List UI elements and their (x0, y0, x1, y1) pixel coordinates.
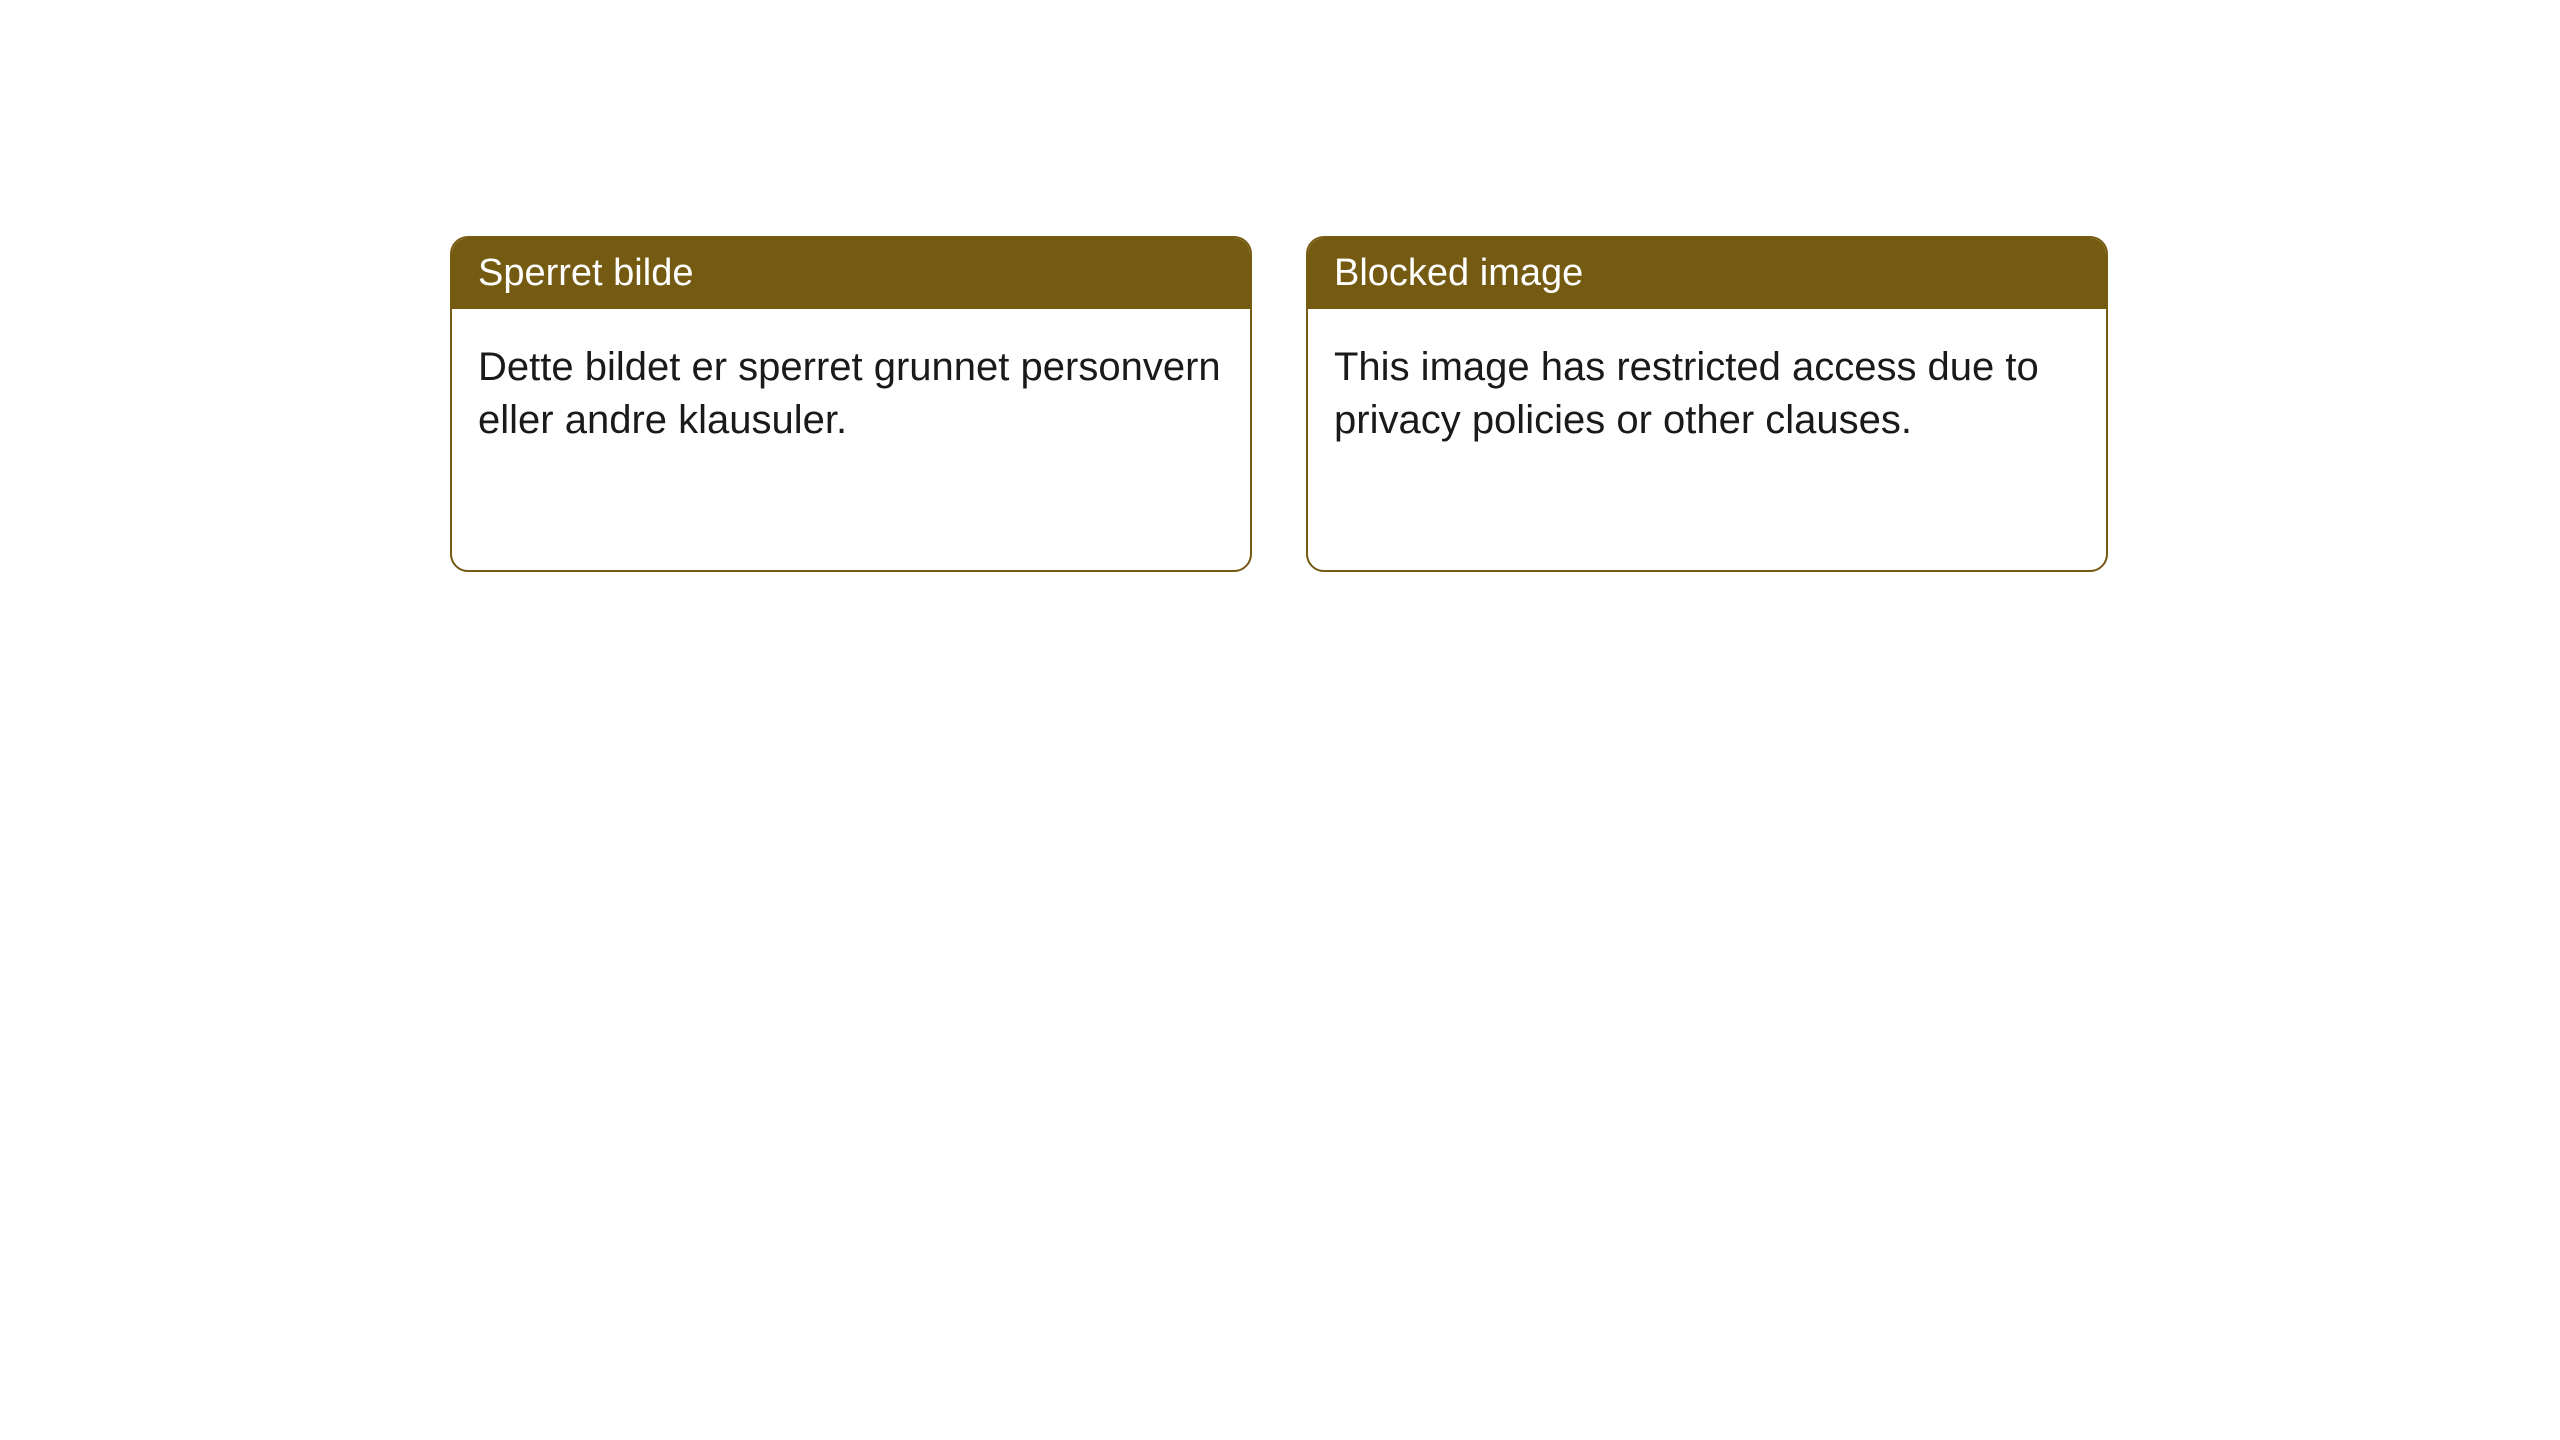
notice-card-body: This image has restricted access due to … (1308, 309, 2106, 479)
notice-card-header: Blocked image (1308, 238, 2106, 309)
notice-card-text: Dette bildet er sperret grunnet personve… (478, 345, 1221, 442)
notice-card-english: Blocked image This image has restricted … (1306, 236, 2108, 572)
notice-card-header: Sperret bilde (452, 238, 1250, 309)
notice-card-text: This image has restricted access due to … (1334, 345, 2039, 442)
notice-card-body: Dette bildet er sperret grunnet personve… (452, 309, 1250, 479)
notice-cards-container: Sperret bilde Dette bildet er sperret gr… (450, 236, 2108, 572)
notice-card-norwegian: Sperret bilde Dette bildet er sperret gr… (450, 236, 1252, 572)
notice-card-title: Sperret bilde (478, 252, 693, 294)
notice-card-title: Blocked image (1334, 252, 1583, 294)
